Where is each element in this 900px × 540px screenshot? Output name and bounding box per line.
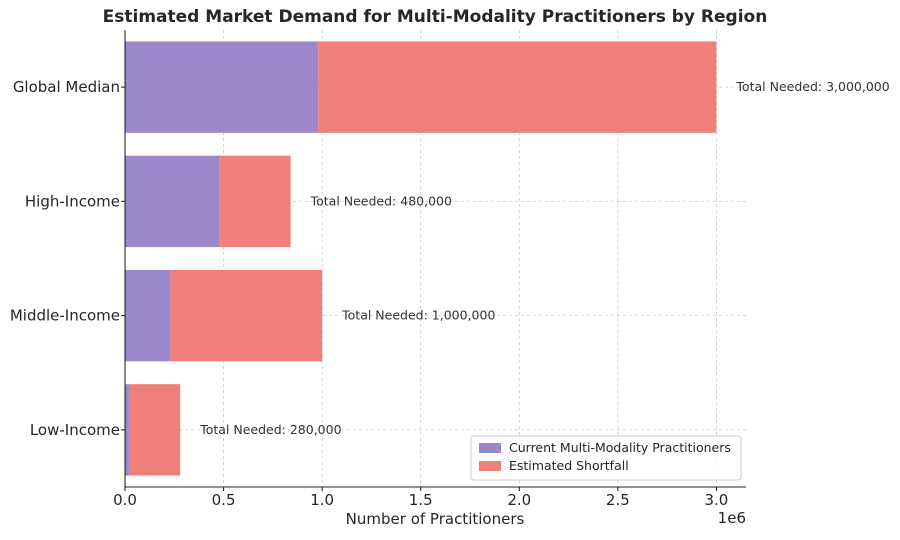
x-tick-label: 1.0 <box>310 491 334 509</box>
y-category-label: Middle-Income <box>10 307 120 325</box>
bars <box>125 41 717 476</box>
chart-title: Estimated Market Demand for Multi-Modali… <box>103 7 768 27</box>
bar-shortfall-middle-income <box>170 269 323 362</box>
bar-shortfall-high-income <box>219 155 291 248</box>
legend-swatch <box>479 443 501 453</box>
y-category-label: Global Median <box>13 78 120 96</box>
bar-current-global-median <box>125 41 319 133</box>
total-needed-annotation: Total Needed: 3,000,000 <box>735 79 889 94</box>
legend-box <box>470 435 742 481</box>
x-tick-label: 2.5 <box>606 491 630 509</box>
axes: Low-Income Middle-Income High-Income Global… <box>10 30 746 509</box>
x-axis-title: Number of Practitioners <box>346 510 525 528</box>
x-tick-label: 0.0 <box>113 491 137 509</box>
legend-entry-label: Estimated Shortfall <box>509 458 629 473</box>
x-tick-label: 1.5 <box>409 491 433 509</box>
y-category-label: High-Income <box>25 192 120 210</box>
x-tick-label: 2.0 <box>507 491 531 509</box>
bar-current-low-income <box>125 384 129 476</box>
x-axis-scale-label: 1e6 <box>718 509 746 527</box>
total-needed-annotation: Total Needed: 1,000,000 <box>341 308 495 323</box>
y-category-label: Low-Income <box>30 421 120 439</box>
x-tick-label: 0.5 <box>212 491 236 509</box>
annotations: Total Needed: 280,000 Total Needed: 1,000… <box>199 79 890 437</box>
total-needed-annotation: Total Needed: 280,000 <box>199 422 341 437</box>
bar-shortfall-global-median <box>318 41 717 133</box>
bar-current-high-income <box>125 155 220 248</box>
legend: Current Multi-Modality Practitioners Esti… <box>470 435 742 481</box>
total-needed-annotation: Total Needed: 480,000 <box>310 193 452 208</box>
legend-entry-label: Current Multi-Modality Practitioners <box>509 440 731 455</box>
legend-swatch <box>479 461 501 471</box>
bar-shortfall-low-income <box>128 384 181 476</box>
bar-current-middle-income <box>125 269 171 362</box>
x-tick-label: 3.0 <box>704 491 728 509</box>
